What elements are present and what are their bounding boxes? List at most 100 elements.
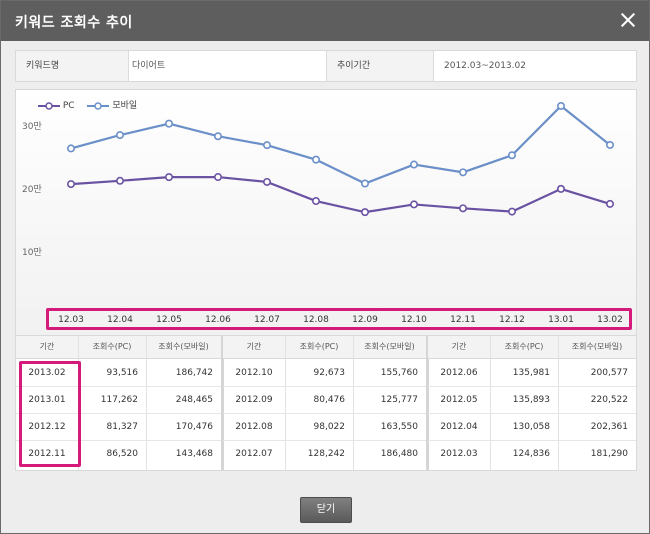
x-tick-label: 12.03 xyxy=(58,315,84,325)
data-point-pc[interactable] xyxy=(605,199,614,208)
x-axis-highlight-box: 12.03 12.04 12.05 12.06 12.07 12.08 12.09 12.10… xyxy=(46,308,632,330)
table-cell-pc: 128,242 xyxy=(307,449,345,459)
row-divider xyxy=(223,413,426,414)
row-divider xyxy=(428,413,636,414)
keyword-info-row: 키워드명 다이어트 추이기간 2012.03~2013.02 xyxy=(15,50,637,82)
table-cell-period: 2012.04 xyxy=(440,422,478,432)
table-cell-pc: 117,262 xyxy=(100,395,138,405)
data-point-mobile[interactable] xyxy=(409,160,418,169)
table-cell-pc: 130,058 xyxy=(512,422,550,432)
y-tick-label: 10만 xyxy=(22,248,42,258)
table-cell-mobile: 220,522 xyxy=(590,395,628,405)
data-point-mobile[interactable] xyxy=(556,101,565,110)
data-point-pc[interactable] xyxy=(165,173,174,182)
table-cell-period: 2012.06 xyxy=(440,368,478,378)
table-cell-mobile: 186,742 xyxy=(175,368,213,378)
close-button[interactable]: 닫기 xyxy=(300,497,352,523)
legend-item-pc: PC xyxy=(38,101,75,111)
table-cell-mobile: 202,361 xyxy=(590,422,628,432)
table-cell-mobile: 155,760 xyxy=(380,368,418,378)
divider xyxy=(433,51,434,81)
data-point-mobile[interactable] xyxy=(458,168,467,177)
x-tick-label: 12.10 xyxy=(401,315,427,325)
row-divider xyxy=(16,440,221,441)
table-cell-period: 2012.10 xyxy=(235,368,273,378)
series-line-pc xyxy=(70,175,611,214)
data-point-mobile[interactable] xyxy=(66,144,75,153)
x-tick-label: 12.06 xyxy=(205,315,231,325)
legend-item-mobile: 모바일 xyxy=(87,98,137,111)
legend-mobile-label: 모바일 xyxy=(112,101,138,111)
dialog-titlebar: 키워드 조회수 추이 xyxy=(1,1,649,41)
divider xyxy=(326,51,327,81)
row-divider xyxy=(223,440,426,441)
column-header-mobile: 조회수(모바일) xyxy=(146,336,221,359)
table-cell-period: 2013.01 xyxy=(28,395,66,405)
row-divider xyxy=(428,440,636,441)
table-cell-mobile: 200,577 xyxy=(590,368,628,378)
table-cell-mobile: 163,550 xyxy=(380,422,418,432)
chart-legend: PC 모바일 xyxy=(38,98,147,111)
data-point-mobile[interactable] xyxy=(311,155,320,164)
table-cell-period: 2012.12 xyxy=(28,422,66,432)
divider xyxy=(128,51,129,81)
legend-mobile-marker xyxy=(87,101,110,110)
data-point-mobile[interactable] xyxy=(116,131,125,140)
x-tick-label: 12.05 xyxy=(156,315,182,325)
data-point-pc[interactable] xyxy=(66,180,75,189)
data-point-pc[interactable] xyxy=(214,173,223,182)
column-header-pc: 조회수(PC) xyxy=(78,336,146,359)
x-tick-label: 12.04 xyxy=(107,315,133,325)
data-point-mobile[interactable] xyxy=(605,140,614,149)
table-cell-mobile: 248,465 xyxy=(175,395,213,405)
chart-plot xyxy=(66,101,614,217)
data-point-mobile[interactable] xyxy=(214,132,223,141)
table-cell-mobile: 170,476 xyxy=(175,422,213,432)
column-header-period: 기간 xyxy=(16,336,78,359)
column-divider xyxy=(353,336,354,470)
column-divider xyxy=(146,336,147,470)
column-divider xyxy=(490,336,491,470)
table-cell-pc: 81,327 xyxy=(106,422,139,432)
row-divider xyxy=(428,386,636,387)
table-cell-pc: 80,476 xyxy=(313,395,346,405)
data-point-pc[interactable] xyxy=(116,176,125,185)
close-icon[interactable] xyxy=(617,9,639,31)
table-cell-pc: 98,022 xyxy=(313,422,346,432)
y-tick-label: 20만 xyxy=(22,185,42,195)
group-separator xyxy=(221,336,224,470)
group-separator xyxy=(426,336,429,470)
data-point-pc[interactable] xyxy=(507,207,516,216)
keyword-label: 키워드명 xyxy=(16,51,128,81)
table-cell-period: 2012.08 xyxy=(235,422,273,432)
data-point-pc[interactable] xyxy=(458,204,467,213)
table-cell-period: 2012.09 xyxy=(235,395,273,405)
data-point-pc[interactable] xyxy=(360,208,369,217)
x-tick-label: 12.09 xyxy=(352,315,378,325)
data-point-mobile[interactable] xyxy=(360,179,369,188)
row-divider xyxy=(223,386,426,387)
data-point-mobile[interactable] xyxy=(263,141,272,150)
table-cell-period: 2012.03 xyxy=(440,449,478,459)
column-header-mobile: 조회수(모바일) xyxy=(353,336,426,359)
data-point-mobile[interactable] xyxy=(507,151,516,160)
data-point-pc[interactable] xyxy=(556,184,565,193)
series-line-mobile xyxy=(70,104,611,185)
table-cell-pc: 86,520 xyxy=(106,449,139,459)
table-cell-period: 2013.02 xyxy=(28,368,66,378)
column-header-period: 기간 xyxy=(223,336,285,359)
x-tick-label: 12.08 xyxy=(303,315,329,325)
period-label: 추이기간 xyxy=(327,51,433,81)
table-cell-mobile: 186,480 xyxy=(380,449,418,459)
table-cell-mobile: 181,290 xyxy=(590,449,628,459)
column-header-pc: 조회수(PC) xyxy=(285,336,353,359)
data-point-pc[interactable] xyxy=(409,200,418,209)
data-point-pc[interactable] xyxy=(263,177,272,186)
data-point-mobile[interactable] xyxy=(165,119,174,128)
table-cell-pc: 93,516 xyxy=(106,368,139,378)
trend-chart: PC 모바일 30만 20만 10만 12.03 12.04 12.05 12.06 1… xyxy=(15,89,637,336)
legend-pc-label: PC xyxy=(62,101,75,111)
table-cell-mobile: 143,468 xyxy=(175,449,213,459)
data-point-pc[interactable] xyxy=(311,197,320,206)
